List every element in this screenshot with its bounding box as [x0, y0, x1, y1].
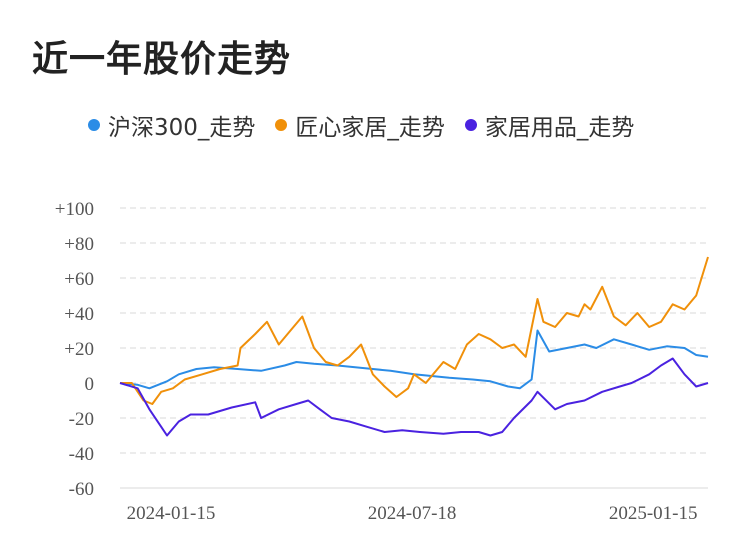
- legend-item-hs300[interactable]: 沪深300_走势: [88, 108, 255, 142]
- gridlines: [120, 207, 708, 489]
- series-line-0: [119, 329, 709, 390]
- legend-label-home-goods: 家居用品_走势: [484, 115, 635, 141]
- y-tick-label: -60: [69, 479, 94, 500]
- legend-marker-home-goods: [464, 119, 477, 131]
- y-tick-label: -40: [69, 444, 94, 465]
- legend-marker-hs300: [88, 119, 100, 131]
- y-tick-label: 0: [85, 374, 95, 395]
- legend-label-jiangxin: 匠心家居_走势: [295, 115, 445, 141]
- x-tick-label: 2024-01-15: [127, 503, 216, 524]
- y-tick-label: +60: [64, 269, 94, 290]
- chart-legend: 沪深300_走势 匠心家居_走势 家居用品_走势: [88, 108, 634, 142]
- series-line-2: [119, 357, 709, 437]
- y-tick-label: -20: [69, 409, 94, 430]
- x-tick-label: 2025-01-15: [609, 503, 698, 524]
- legend-label-hs300: 沪深300_走势: [108, 115, 256, 141]
- legend-item-jiangxin[interactable]: 匠心家居_走势: [275, 108, 445, 142]
- legend-marker-jiangxin: [275, 119, 288, 131]
- chart-title: 近一年股价走势: [32, 39, 292, 80]
- legend-item-home-goods[interactable]: 家居用品_走势: [464, 108, 635, 142]
- y-tick-label: +40: [64, 304, 94, 325]
- y-axis: +100 +80 +60 +40 +20 0 -20 -40 -60: [55, 199, 94, 500]
- y-tick-label: +80: [64, 234, 94, 255]
- series-line-1: [120, 256, 709, 405]
- x-tick-label: 2024-07-18: [368, 503, 457, 524]
- y-tick-label: +100: [55, 199, 94, 220]
- series-lines: [119, 256, 709, 437]
- x-axis: 2024-01-15 2024-07-18 2025-01-15: [127, 503, 698, 524]
- y-tick-label: +20: [64, 339, 94, 360]
